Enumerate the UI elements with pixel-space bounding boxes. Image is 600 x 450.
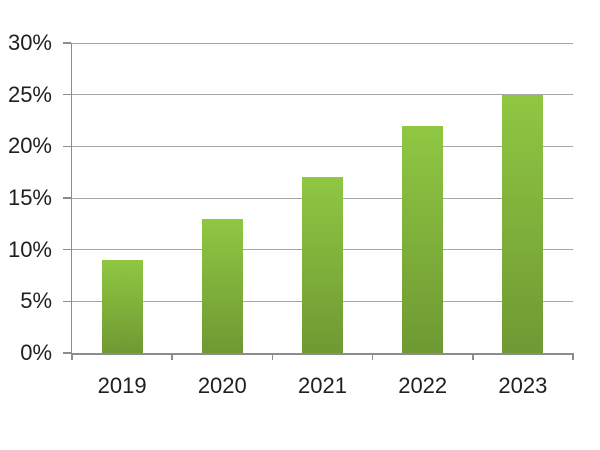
x-axis-tick bbox=[371, 353, 374, 360]
bar bbox=[101, 260, 143, 353]
x-axis-label: 2022 bbox=[398, 373, 448, 398]
y-axis-tick bbox=[63, 93, 71, 96]
x-axis-tick bbox=[572, 353, 574, 360]
x-axis-tick bbox=[271, 353, 274, 360]
y-axis-label: 15% bbox=[7, 185, 52, 210]
bar bbox=[201, 218, 243, 353]
y-axis-line bbox=[70, 43, 72, 353]
x-axis-tick bbox=[472, 353, 474, 360]
y-gridline bbox=[72, 145, 573, 147]
x-axis-tick bbox=[71, 353, 73, 360]
y-axis-tick bbox=[63, 42, 71, 44]
x-axis-tick bbox=[171, 353, 173, 360]
x-axis-label: 2021 bbox=[298, 373, 347, 398]
bar bbox=[302, 177, 343, 353]
bar bbox=[502, 94, 544, 353]
x-axis-label: 2023 bbox=[498, 373, 548, 398]
y-axis-label: 20% bbox=[7, 133, 52, 159]
y-axis-label: 25% bbox=[7, 81, 52, 107]
x-axis-label: 2020 bbox=[197, 373, 247, 398]
x-axis-line bbox=[70, 353, 573, 355]
y-axis-label: 30% bbox=[7, 30, 52, 55]
y-axis-label: 0% bbox=[20, 340, 52, 365]
y-gridline bbox=[72, 94, 573, 96]
y-axis-tick bbox=[63, 145, 71, 148]
y-axis-tick bbox=[63, 300, 71, 303]
x-axis-label: 2019 bbox=[97, 373, 147, 398]
y-gridline bbox=[72, 42, 573, 44]
y-axis-tick bbox=[63, 352, 71, 354]
bar bbox=[402, 125, 444, 353]
y-axis-tick bbox=[63, 197, 71, 199]
y-axis-label: 10% bbox=[7, 236, 52, 262]
y-axis-tick bbox=[63, 248, 71, 251]
y-axis-label: 5% bbox=[20, 288, 52, 314]
